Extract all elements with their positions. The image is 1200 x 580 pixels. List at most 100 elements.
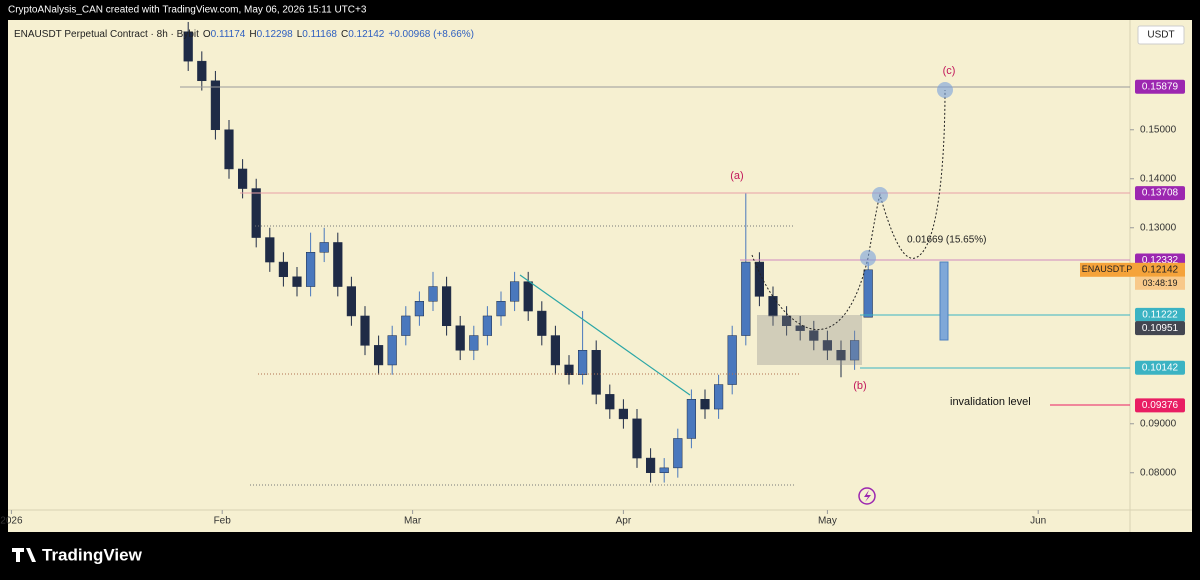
last-price-tag bbox=[1135, 262, 1185, 277]
legend: ENAUSDT Perpetual Contract · 8h · Bybit O… bbox=[14, 29, 474, 40]
alert-icon[interactable] bbox=[858, 487, 876, 505]
candle-body bbox=[305, 252, 316, 287]
measure-label: 0.01669 (15.65%) bbox=[907, 235, 987, 246]
candle-body bbox=[482, 315, 493, 336]
logo-mark bbox=[12, 548, 36, 562]
countdown-tag bbox=[1135, 276, 1185, 290]
range-box bbox=[757, 315, 862, 365]
candle-body bbox=[591, 350, 601, 395]
wave-point bbox=[937, 82, 953, 98]
candle-body bbox=[237, 168, 248, 189]
footer-logo: TradingView bbox=[12, 545, 143, 564]
symbol: ENAUSDT Perpetual Contract · 8h · Bybit bbox=[14, 29, 199, 40]
candle-body bbox=[197, 60, 207, 82]
wave-label: (c) bbox=[943, 65, 956, 77]
candle-body bbox=[509, 281, 520, 302]
candle-body bbox=[795, 325, 805, 331]
y-tick-label: 0.13000 bbox=[1140, 222, 1177, 233]
price-tag bbox=[1135, 307, 1185, 322]
candle-body bbox=[373, 345, 384, 366]
candle-body bbox=[863, 269, 873, 318]
candle-body bbox=[496, 301, 506, 317]
drawings bbox=[180, 82, 1130, 505]
brand: TradingView bbox=[42, 545, 143, 564]
ohlc-key: O bbox=[203, 29, 211, 40]
candle-body bbox=[781, 315, 792, 327]
x-tick-label: Jun bbox=[1030, 516, 1046, 527]
x-tick-label: 2026 bbox=[0, 516, 23, 527]
change: +0.00968 (+8.66%) bbox=[388, 29, 474, 40]
candle-body bbox=[564, 364, 574, 376]
candle-body bbox=[346, 286, 357, 317]
symbol-tag-label: ENAUSDT.P bbox=[1082, 264, 1133, 274]
wave-point bbox=[872, 187, 888, 203]
ohlc-key: H bbox=[249, 29, 256, 40]
candle-body bbox=[523, 281, 533, 312]
ohlc-value: 0.11168 bbox=[302, 29, 337, 40]
candle-body bbox=[319, 242, 329, 253]
ohlc-value: 0.12142 bbox=[348, 29, 385, 40]
candle-body bbox=[265, 237, 275, 263]
currency-box[interactable] bbox=[1137, 25, 1185, 45]
x-tick-label: Apr bbox=[616, 516, 632, 527]
price-tag bbox=[1135, 186, 1185, 201]
candle-body bbox=[278, 261, 289, 278]
candle-body bbox=[605, 394, 615, 410]
candle-body bbox=[577, 350, 588, 376]
price-tag bbox=[1135, 398, 1185, 413]
price-tag-label: 0.10951 bbox=[1142, 323, 1179, 334]
symbol-tag bbox=[1080, 262, 1135, 277]
wave-point bbox=[860, 250, 876, 266]
candle-body bbox=[292, 276, 302, 287]
plot bbox=[10, 21, 1134, 514]
byline: CryptoANalysis_CAN created with TradingV… bbox=[8, 5, 367, 16]
alert-bolt bbox=[864, 490, 871, 502]
candle-body bbox=[333, 242, 343, 287]
candle-body bbox=[537, 310, 547, 336]
target-bar bbox=[939, 261, 949, 341]
candle-body bbox=[469, 335, 479, 351]
y-tick-label: 0.15000 bbox=[1140, 124, 1177, 135]
currency[interactable]: USDT bbox=[1147, 30, 1174, 41]
candle-body bbox=[414, 301, 425, 317]
candle-body bbox=[686, 399, 697, 439]
candle-body bbox=[713, 384, 724, 410]
candle-body bbox=[822, 340, 833, 351]
chart-panel bbox=[8, 20, 1192, 532]
candle-body bbox=[183, 31, 193, 62]
candle-body bbox=[251, 188, 261, 238]
price-tag-label: 0.13708 bbox=[1142, 188, 1179, 199]
wave-label: (a) bbox=[730, 170, 743, 182]
candle-body bbox=[455, 325, 465, 351]
invalidation-label: invalidation level bbox=[950, 396, 1031, 408]
x-tick-label: Feb bbox=[214, 516, 232, 527]
candle-body bbox=[849, 340, 860, 361]
price-tag-label: 0.09376 bbox=[1142, 400, 1179, 411]
candle-body bbox=[754, 261, 765, 297]
candle-body bbox=[428, 286, 438, 302]
y-tick-label: 0.14000 bbox=[1140, 173, 1177, 184]
candle-body bbox=[809, 330, 819, 341]
x-tick-label: May bbox=[818, 516, 837, 527]
wave-label: (b) bbox=[853, 380, 866, 392]
price-tag-label: 0.10142 bbox=[1142, 362, 1179, 373]
candle-body bbox=[659, 467, 669, 474]
ohlc-key: L bbox=[297, 29, 303, 40]
candle-body bbox=[224, 129, 234, 170]
last-price-label: 0.12142 bbox=[1142, 264, 1179, 275]
price-tag-label: 0.15879 bbox=[1142, 81, 1179, 92]
x-tick-label: Mar bbox=[404, 516, 422, 527]
candle-body bbox=[387, 335, 397, 366]
candle-body bbox=[401, 315, 411, 336]
candle-body bbox=[836, 350, 846, 361]
candle-body bbox=[700, 399, 710, 410]
candle-body bbox=[550, 335, 561, 366]
price-tag bbox=[1135, 79, 1185, 94]
countdown-label: 03:48:19 bbox=[1142, 278, 1177, 288]
price-tag-label: 0.12332 bbox=[1142, 255, 1179, 266]
y-tick-label: 0.09000 bbox=[1140, 418, 1177, 429]
trend-line bbox=[519, 274, 691, 396]
candle-body bbox=[441, 286, 452, 327]
candle-body bbox=[741, 261, 751, 336]
